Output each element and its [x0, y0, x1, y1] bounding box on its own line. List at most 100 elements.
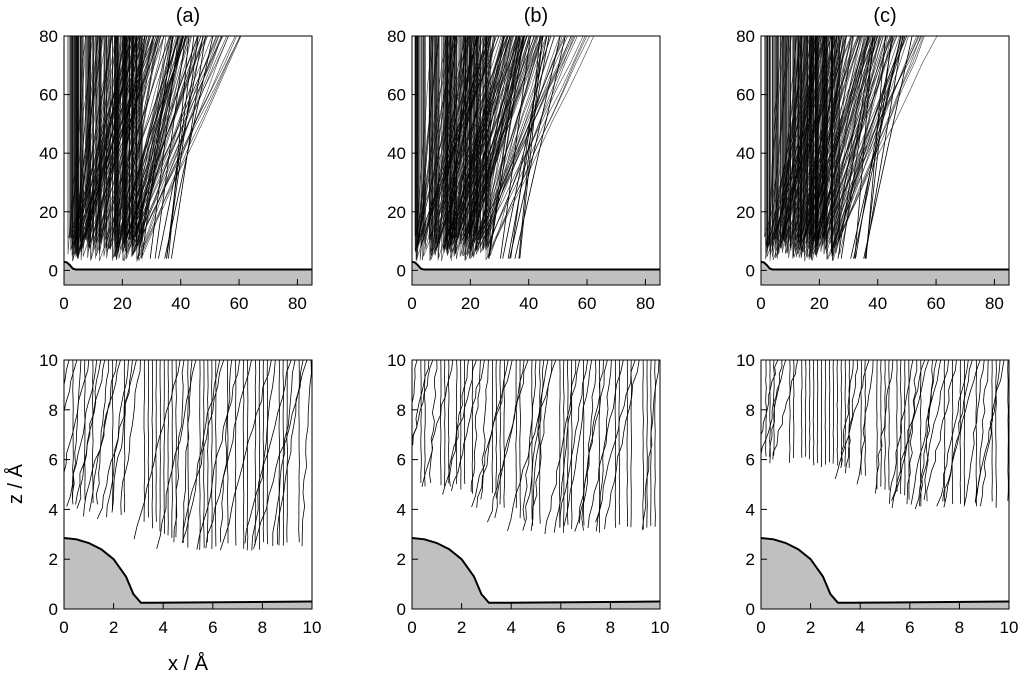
- trajectory-line: [174, 360, 184, 542]
- trajectory-line: [183, 360, 192, 542]
- x-tick-label: 8: [258, 618, 267, 637]
- trajectory-line: [520, 36, 543, 259]
- x-tick-label: 80: [985, 294, 1004, 313]
- surface-fill: [64, 262, 312, 285]
- x-tick-label: 0: [59, 618, 68, 637]
- y-tick-label: 8: [397, 401, 406, 420]
- trajectory-line: [911, 360, 941, 505]
- trajectory-line: [647, 360, 648, 528]
- y-tick-label: 60: [39, 86, 58, 105]
- y-tick-label: 4: [746, 500, 755, 519]
- trajectory-line: [545, 360, 580, 534]
- trajectory-line: [216, 360, 217, 547]
- x-tick-label: 80: [288, 294, 307, 313]
- y-tick-label: 0: [397, 261, 406, 280]
- trajectory-line: [197, 360, 240, 550]
- y-tick-label: 6: [49, 451, 58, 470]
- trajectory-line: [430, 360, 438, 483]
- trajectory-line: [464, 360, 465, 484]
- y-tick-label: 10: [736, 351, 755, 370]
- trajectory-line: [164, 360, 165, 534]
- trajectory-line: [531, 360, 552, 531]
- trajectory-line: [567, 360, 568, 525]
- x-tick-label: 60: [230, 294, 249, 313]
- trajectory-line: [813, 360, 814, 465]
- trajectory-line: [302, 360, 311, 546]
- trajectory-line: [996, 360, 997, 508]
- trajectory-line: [112, 360, 113, 510]
- x-tick-label: 20: [461, 294, 480, 313]
- surface-fill: [761, 262, 1009, 285]
- y-tick-label: 10: [387, 351, 406, 370]
- y-tick-label: 0: [746, 600, 755, 619]
- y-tick-label: 2: [397, 550, 406, 569]
- y-axis-label: z / Å: [4, 463, 27, 504]
- trajectory-line: [829, 360, 830, 462]
- trajectory-line: [631, 360, 632, 527]
- y-tick-label: 2: [746, 550, 755, 569]
- trajectory-line: [992, 360, 993, 502]
- plot-area: [755, 360, 1009, 609]
- y-tick-label: 60: [387, 86, 406, 105]
- trajectory-line: [976, 360, 977, 506]
- trajectory-line: [588, 360, 623, 528]
- trajectory-line: [825, 360, 826, 465]
- trajectory-line: [235, 360, 236, 546]
- trajectory-line: [841, 360, 842, 465]
- trajectory-line: [605, 360, 640, 529]
- trajectory-line: [132, 36, 237, 257]
- trajectory-bundle: [755, 360, 1008, 509]
- x-tick-label: 40: [519, 294, 538, 313]
- trajectory-line: [247, 360, 248, 550]
- trajectory-line: [877, 360, 878, 489]
- y-tick-label: 6: [397, 451, 406, 470]
- trajectory-line: [38, 360, 77, 506]
- trajectory-line: [144, 360, 145, 522]
- trajectory-line: [554, 360, 576, 533]
- x-tick-label: 40: [171, 294, 190, 313]
- trajectory-line: [897, 360, 898, 492]
- x-tick-label: 4: [506, 618, 515, 637]
- x-tick-label: 0: [407, 294, 416, 313]
- trajectory-line: [212, 360, 213, 549]
- trajectory-line: [532, 360, 544, 526]
- trajectory-line: [156, 360, 157, 522]
- trajectory-line: [124, 360, 125, 512]
- trajectory-line: [134, 360, 180, 539]
- trajectory-line: [655, 360, 656, 527]
- x-tick-label: 10: [1000, 618, 1019, 637]
- trajectory-line: [619, 360, 620, 525]
- x-tick-label: 60: [927, 294, 946, 313]
- y-tick-label: 0: [49, 261, 58, 280]
- surface-fill: [412, 262, 660, 285]
- trajectory-line: [496, 360, 497, 498]
- y-tick-label: 40: [736, 144, 755, 163]
- trajectory-line: [881, 360, 882, 487]
- x-tick-label: 4: [855, 618, 864, 637]
- plot-area: [35, 360, 312, 609]
- x-tick-label: 0: [59, 294, 68, 313]
- x-tick-label: 40: [868, 294, 887, 313]
- x-tick-label: 10: [303, 618, 322, 637]
- y-tick-label: 8: [49, 401, 58, 420]
- y-tick-label: 10: [39, 351, 58, 370]
- trajectory-line: [523, 360, 536, 521]
- trajectory-line: [148, 360, 149, 518]
- trajectory-line: [817, 360, 818, 463]
- y-tick-label: 40: [39, 144, 58, 163]
- trajectory-line: [845, 360, 846, 467]
- x-tick-label: 6: [208, 618, 217, 637]
- trajectory-line: [421, 360, 422, 483]
- y-tick-label: 80: [736, 27, 755, 46]
- trajectory-line: [801, 360, 802, 458]
- x-tick-label: 0: [756, 618, 765, 637]
- trajectory-line: [837, 360, 838, 466]
- trajectory-line: [255, 360, 256, 545]
- trajectory-line: [444, 360, 445, 487]
- y-tick-label: 80: [39, 27, 58, 46]
- trajectory-line: [615, 360, 616, 528]
